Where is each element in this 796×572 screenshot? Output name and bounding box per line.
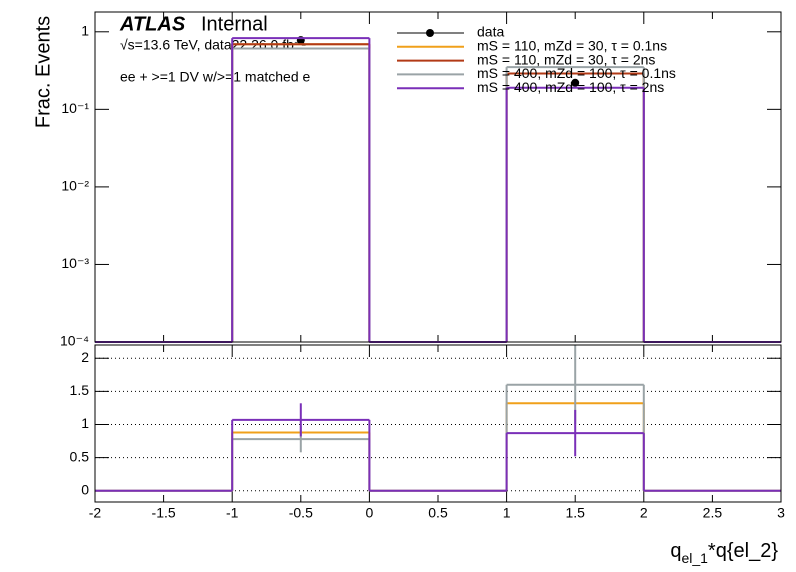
y-tick-label: 10⁻³ — [61, 255, 89, 271]
y-tick-label: 2 — [81, 349, 89, 365]
x-tick-label: 1 — [503, 505, 511, 521]
legend-label: mS = 110, mZd = 30, τ = 0.1ns — [477, 38, 667, 54]
selection-label: ee + >=1 DV w/>=1 matched e — [120, 69, 311, 85]
x-tick-label: 0 — [366, 505, 374, 521]
plot-frame — [94, 344, 782, 503]
x-tick-label: 2.5 — [703, 505, 723, 521]
x-tick-label: 0.5 — [428, 505, 448, 521]
legend-label: data — [477, 24, 504, 40]
plot-frame — [94, 11, 782, 343]
x-tick-label: 3 — [777, 505, 785, 521]
y-tick-label: 0.5 — [70, 448, 90, 464]
x-axis-label-part: q — [670, 540, 681, 562]
x-axis-label-part: el_1 — [681, 550, 708, 566]
atlas-label: ATLAS — [119, 13, 186, 35]
x-tick-label: 2 — [640, 505, 648, 521]
atlas-status: Internal — [201, 13, 268, 35]
y-tick-label: 10⁻¹ — [61, 100, 89, 116]
x-axis-label-part: *q{el_2} — [708, 540, 778, 562]
y-tick-label: 1 — [81, 22, 89, 38]
x-axis-label: qel_1*q{el_2} — [670, 540, 778, 565]
y-tick-label: 0 — [81, 481, 89, 497]
x-tick-label: -0.5 — [289, 505, 313, 521]
legend-label: mS = 110, mZd = 30, τ = 2ns — [477, 51, 655, 67]
x-tick-label: -1.5 — [152, 505, 176, 521]
x-tick-label: -1 — [226, 505, 239, 521]
legend-label: mS = 400, mZd = 100, τ = 2ns — [477, 79, 664, 95]
legend-label: mS = 400, mZd = 100, τ = 0.1ns — [477, 65, 676, 81]
data-point — [571, 78, 580, 87]
y-tick-label: 1.5 — [70, 382, 90, 398]
y-tick-label: 1 — [81, 415, 89, 431]
y-axis-label: Frac. Events — [32, 16, 54, 128]
y-tick-label: 10⁻² — [61, 178, 89, 194]
x-tick-label: -2 — [89, 505, 102, 521]
x-tick-label: 1.5 — [565, 505, 585, 521]
y-tick-label: 10⁻⁴ — [60, 333, 89, 349]
legend-marker — [426, 29, 434, 37]
